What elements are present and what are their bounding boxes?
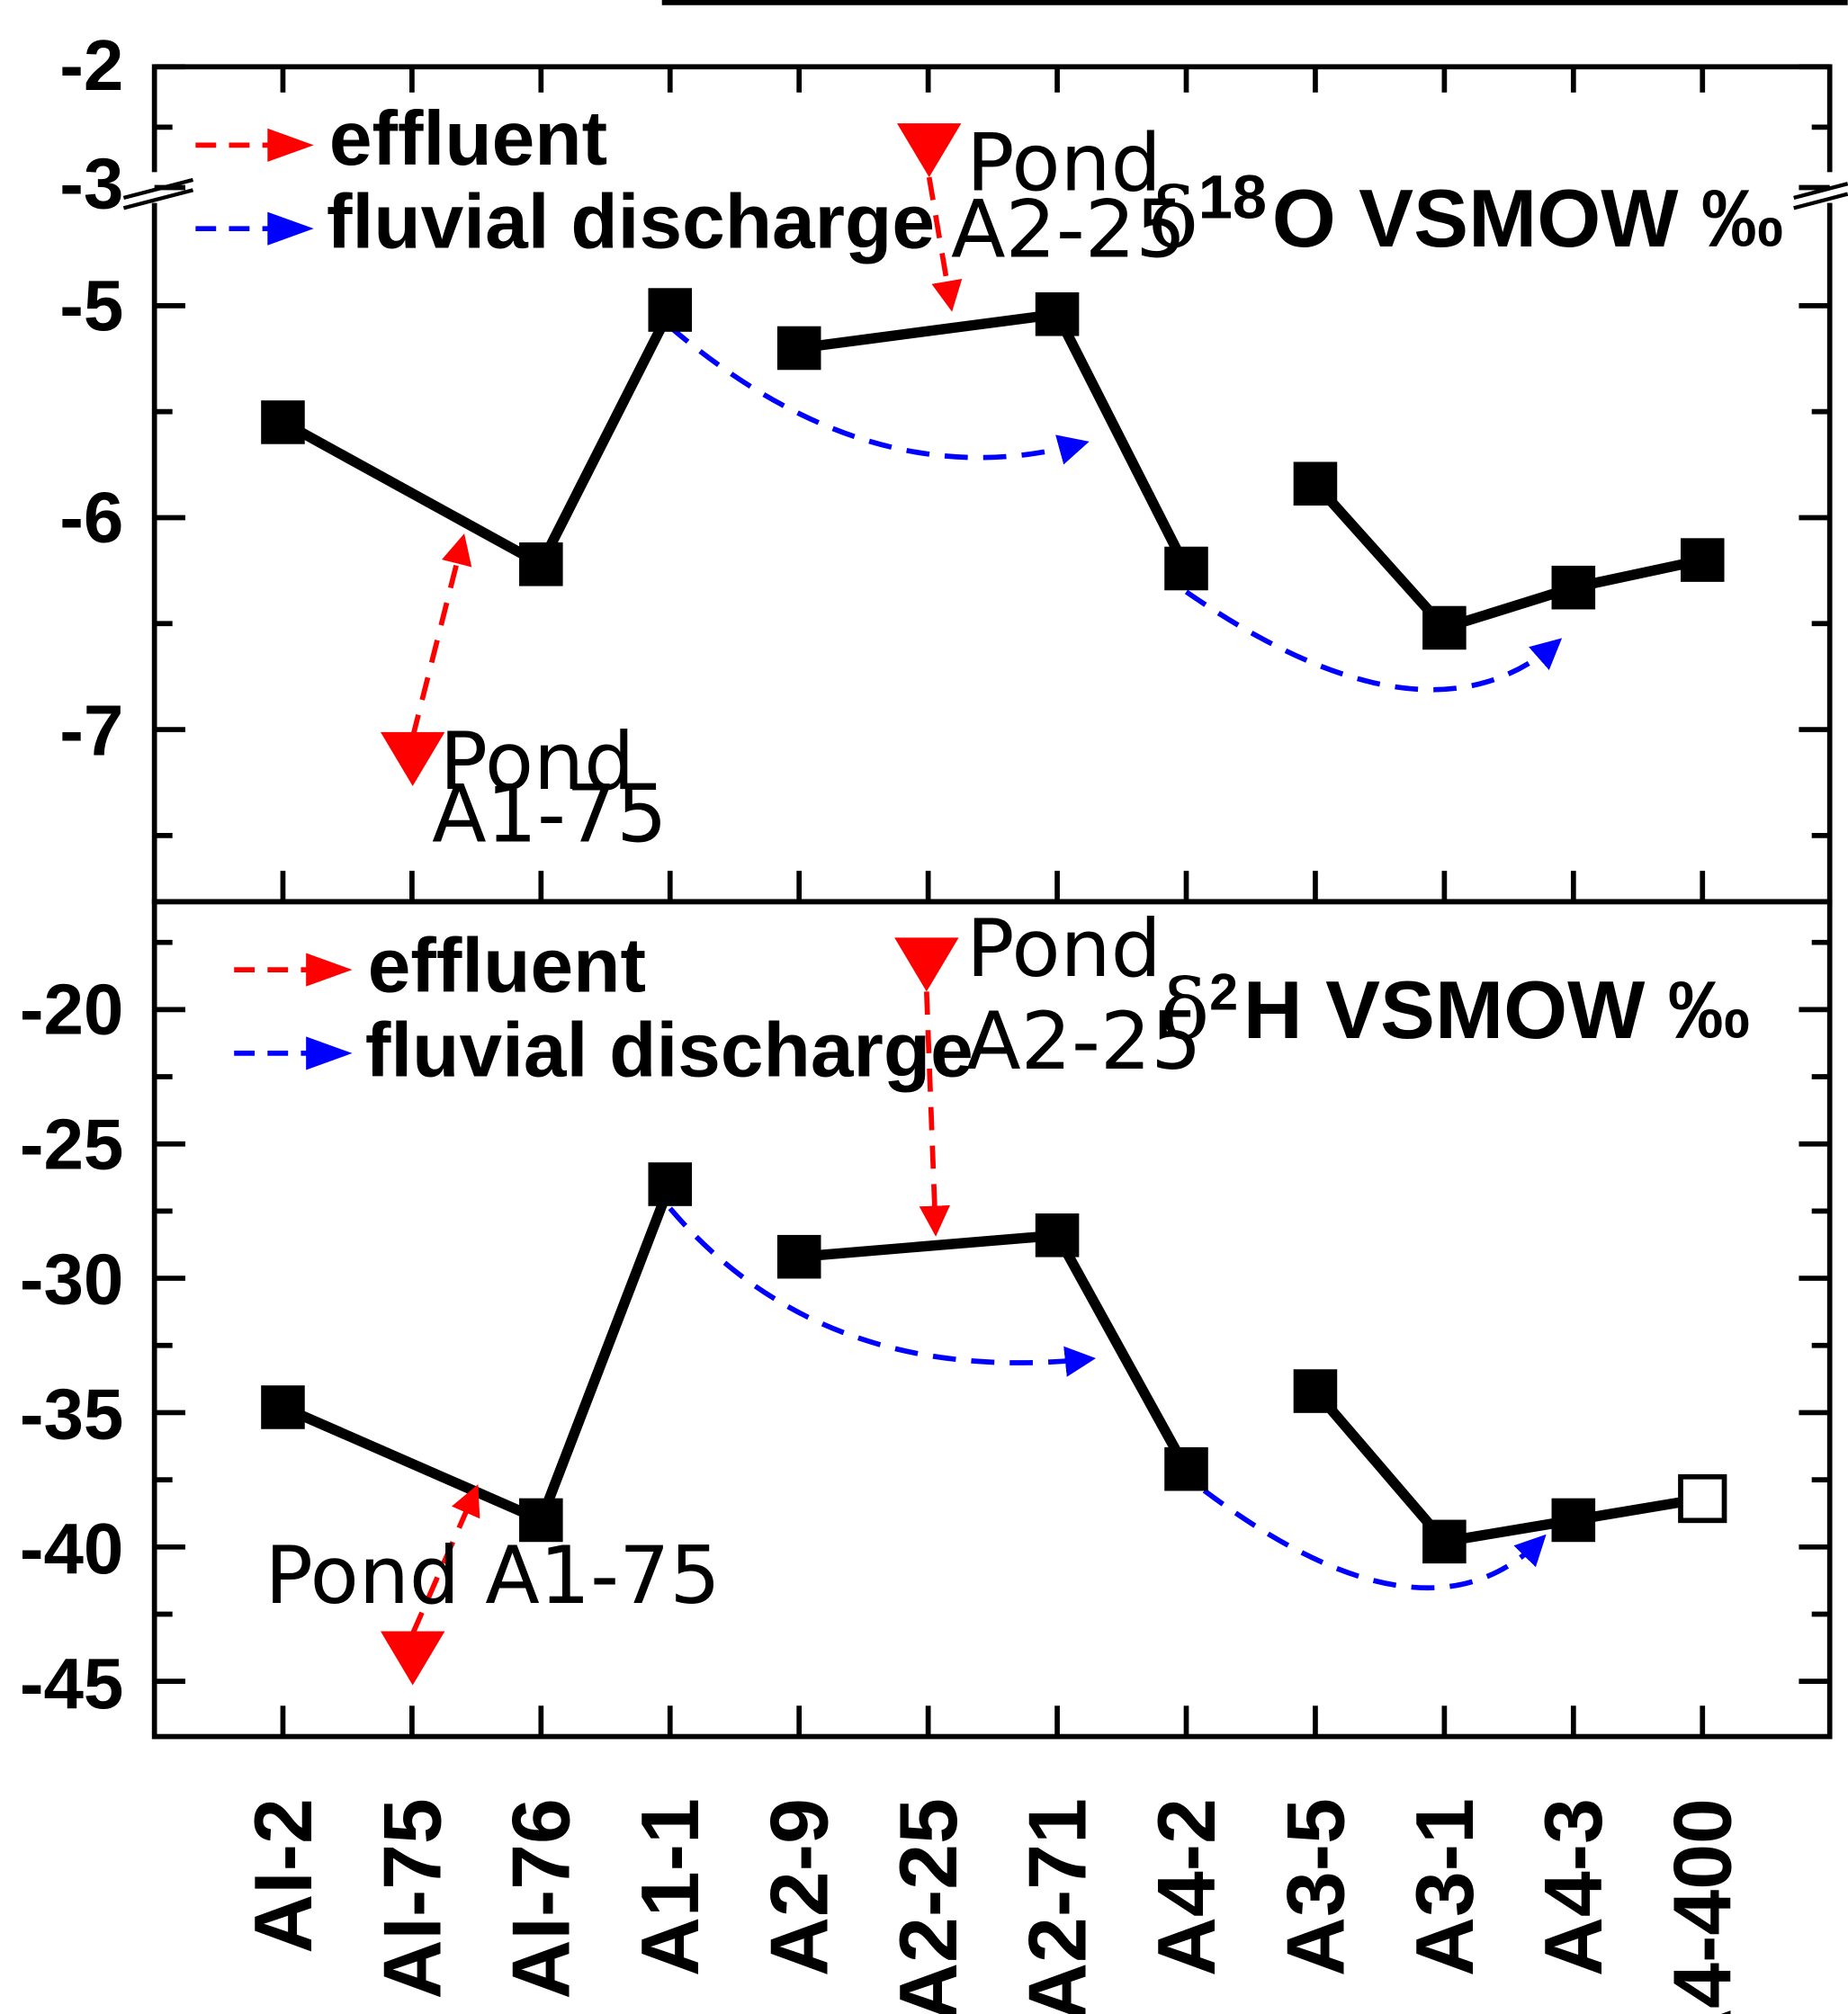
top-annot-a2-25-line2: A2-25 [951,183,1186,276]
series-lines [261,288,1727,1564]
pond-a1-75-triangle-top [380,731,445,786]
bottom-ytick-label: -35 [20,1374,124,1454]
x-category-label: AI-2 [238,1798,329,1954]
x-category-labels: AI-2 AI-75 AI-76 A1-1 A2-9 A2-25 A2-71 A4-2 A3-5… [238,1798,1749,2014]
o18-data-point [1680,538,1725,582]
bottom-annot-a2-25-line2: A2-25 [966,995,1201,1088]
top-legend: effluent fluvial discharge [195,95,935,265]
h2-series-line [281,1182,676,1526]
top-title-rest: O VSMOW ‰ [1272,173,1784,264]
pond-a2-25-triangle-top [897,123,962,178]
x-category-label: A3-1 [1399,1798,1491,1976]
bottom-title-superscript: 2 [1209,963,1238,1021]
legend-fluvial-arrowhead [306,1036,353,1070]
effluent-arrow-h2 [919,991,950,1237]
h2-series-line [1311,1387,1704,1547]
effluent-arrow-o18 [409,533,472,738]
o18-data-point [519,542,563,586]
x-category-label: A4-3 [1528,1798,1619,1976]
top-annot-a1-75-line2: A1-75 [432,767,667,860]
pond-a1-75-triangle-bottom [380,1631,445,1686]
o18-data-point [1293,461,1338,506]
top-title-superscript: 18 [1198,163,1267,232]
legend-fluvial-label: fluvial discharge [327,179,935,265]
x-category-label: A2-71 [1011,1798,1103,2014]
legend-fluvial-arrowhead [267,211,314,246]
bottom-annot-a2-25-line1: Pond [966,902,1162,995]
h2-data-point [261,1385,305,1429]
top-ytick-label: -5 [59,265,123,345]
bottom-ytick-label: -45 [20,1643,124,1723]
h2-data-point [519,1498,563,1543]
h2-data-point [1551,1498,1596,1543]
bottom-ytick-label: -20 [20,969,124,1049]
bottom-title-delta: δ [1160,962,1209,1058]
x-category-label: A4-2 [1141,1798,1233,1976]
h2-data-point-open [1678,1473,1727,1524]
legend-effluent-arrowhead [267,128,314,162]
x-category-label: A1-1 [624,1798,716,1976]
o18-series-line [280,307,675,570]
h2-data-point [1422,1519,1467,1564]
bottom-ytick-label: -40 [20,1508,124,1589]
o18-series-line [1311,479,1704,633]
x-category-label: A2-9 [754,1798,846,1976]
o18-data-point [648,288,693,332]
top-annot-a1-75-line1: Pond [440,715,635,808]
fluvial-discharge-paths [668,325,1563,1591]
top-annot-a2-25-line1: Pond [966,116,1162,209]
o18-series-line [798,309,1191,571]
h2-series-line [798,1230,1191,1472]
top-title-delta: δ [1149,170,1198,266]
h2-data-point [648,1162,693,1206]
bottom-title-rest: H VSMOW ‰ [1243,964,1750,1056]
top-ytick-label: -3 [59,143,123,223]
x-category-label: A3-5 [1269,1798,1361,1976]
x-category-label: A2-25 [883,1798,974,2014]
effluent-arrows [409,176,963,1635]
top-ytick-label: -6 [59,478,123,558]
bottom-panel-title: δ2H VSMOW ‰ [1160,962,1750,1058]
axis-ticks [154,64,1830,1737]
o18-data-point [1551,565,1596,610]
bottom-legend: effluent fluvial discharge [234,922,973,1094]
legend-fluvial-label: fluvial discharge [365,1007,973,1094]
bottom-ytick-label: -30 [20,1239,124,1319]
h2-data-point [1164,1446,1208,1491]
x-category-label: A4-400 [1657,1798,1749,2014]
pond-a2-25-triangle-bottom [894,937,959,992]
legend-effluent-label: effluent [329,95,607,182]
o18-data-point [1035,291,1080,336]
o18-data-point [1422,605,1467,650]
effluent-arrow-h2 [410,1484,480,1635]
top-ytick-label: -7 [59,691,123,771]
top-panel-title: δ18O VSMOW ‰ [1149,163,1784,266]
h2-data-point [776,1234,821,1279]
legend-effluent-arrowhead [306,953,353,987]
fluvial-path-h2 [1202,1488,1547,1591]
h2-data-point [1035,1213,1080,1258]
bottom-annot-a1-75: Pond A1-75 [265,1529,720,1622]
o18-data-point [776,326,821,371]
fluvial-path-o18 [1184,589,1563,693]
bottom-panel-frame [151,899,1833,1740]
bottom-ytick-label: -25 [20,1104,124,1184]
fluvial-path-o18 [668,325,1090,465]
fluvial-path-h2 [668,1206,1097,1377]
o18-data-point [1164,546,1208,591]
effluent-arrow-o18 [926,176,963,312]
top-ytick-label: -2 [59,25,123,105]
x-category-label: AI-75 [366,1798,458,1999]
x-category-label: AI-76 [496,1798,588,1999]
legend-effluent-label: effluent [368,922,646,1008]
o18-data-point [261,400,305,444]
h2-data-point [1293,1369,1338,1413]
